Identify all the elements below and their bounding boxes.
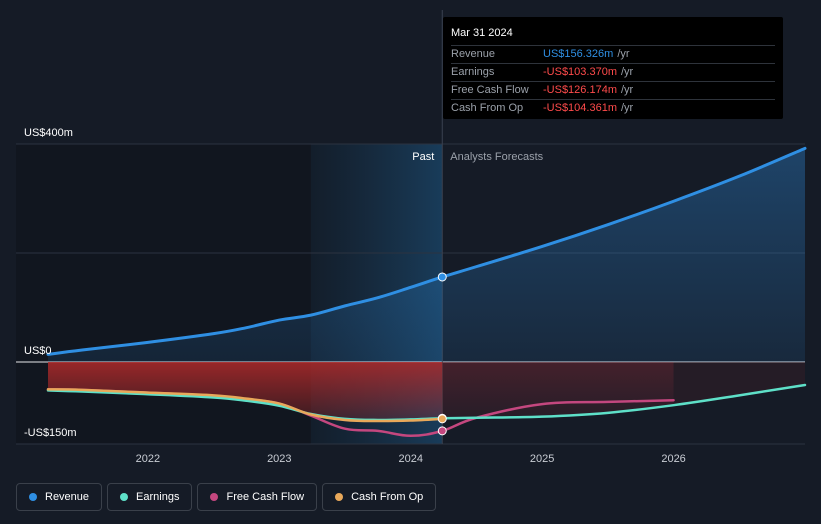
y-tick-label: US$0: [24, 345, 52, 357]
earnings-area-forecast-late: [673, 362, 805, 406]
tooltip-row: Free Cash Flow -US$126.174m/yr: [451, 81, 775, 99]
marker-revenue: [437, 272, 447, 282]
legend-item-revenue[interactable]: Revenue: [16, 483, 103, 511]
tooltip-row-unit: /yr: [621, 84, 634, 96]
legend-dot-icon: [335, 493, 344, 501]
tooltip-date: Mar 31 2024: [451, 27, 513, 39]
tooltip-panel: Mar 31 2024 Revenue US$156.326m/yr Earning…: [443, 17, 783, 119]
y-tick-label: -US$150m: [24, 427, 77, 439]
x-tick-label: 2026: [661, 453, 685, 465]
tooltip-row-value: -US$126.174m: [543, 84, 617, 96]
tooltip-row-label: Cash From Op: [451, 102, 524, 114]
revenue-area: [48, 148, 805, 362]
tooltip-row-unit: /yr: [617, 48, 630, 60]
chart-legend: Revenue Earnings Free Cash Flow Cash From O…: [16, 483, 437, 511]
legend-dot-icon: [120, 493, 129, 501]
tooltip-row-value: -US$104.361m: [543, 102, 617, 114]
legend-label: Cash From Op: [351, 491, 424, 503]
legend-item-cash-from-op[interactable]: Cash From Op: [322, 483, 437, 511]
legend-label: Earnings: [136, 491, 180, 503]
tooltip-row-unit: /yr: [621, 66, 634, 78]
tooltip-row-label: Free Cash Flow: [451, 84, 529, 96]
legend-dot-icon: [29, 493, 37, 501]
tooltip-row: Cash From Op -US$104.361m/yr: [451, 99, 775, 117]
tooltip-row-value: US$156.326m: [543, 48, 614, 60]
legend-item-free-cash-flow[interactable]: Free Cash Flow: [197, 483, 318, 511]
marker-free-cash-flow: [437, 426, 447, 436]
legend-label: Free Cash Flow: [226, 491, 305, 503]
x-tick-label: 2025: [530, 453, 554, 465]
tooltip-row-value: -US$103.370m: [543, 66, 617, 78]
earnings-area-forecast: [442, 362, 674, 419]
tooltip-row: Revenue US$156.326m/yr: [451, 45, 775, 63]
tooltip-row-unit: /yr: [621, 102, 634, 114]
marker-cash-from-op: [437, 414, 447, 424]
series-line-cash-from-op: [46, 388, 444, 423]
y-tick-label: US$400m: [24, 127, 73, 139]
earnings-area-past: [48, 362, 443, 420]
x-tick-label: 2023: [267, 453, 291, 465]
x-tick-label: 2022: [136, 453, 160, 465]
legend-label: Revenue: [45, 491, 90, 503]
legend-dot-icon: [210, 493, 219, 501]
x-tick-label: 2024: [398, 453, 422, 465]
legend-item-earnings[interactable]: Earnings: [107, 483, 193, 511]
past-label: Past: [412, 151, 434, 163]
series-line-revenue: [46, 146, 807, 356]
tooltip-row-label: Earnings: [451, 66, 495, 78]
tooltip-row-label: Revenue: [451, 48, 496, 60]
forecast-label: Analysts Forecasts: [450, 151, 543, 163]
tooltip-row: Earnings -US$103.370m/yr: [451, 63, 775, 81]
